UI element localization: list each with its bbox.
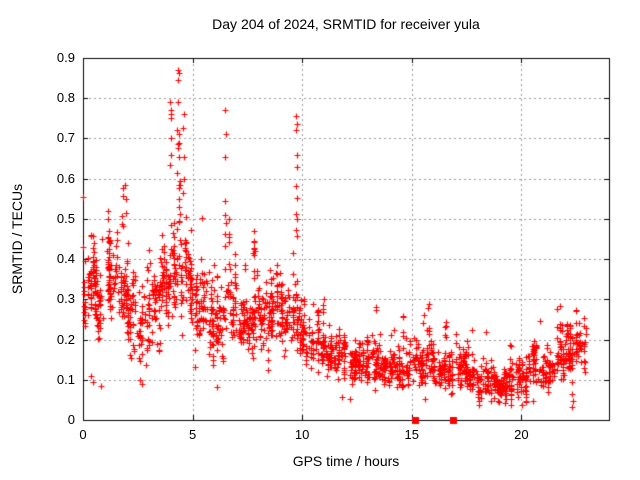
x-axis-label: GPS time / hours bbox=[292, 453, 400, 469]
y-tick-label: 0.2 bbox=[56, 331, 75, 347]
x-tick-label: 20 bbox=[514, 427, 529, 442]
y-tick-label: 0.5 bbox=[56, 210, 75, 226]
y-axis-label: SRMTID / TECUs bbox=[9, 183, 25, 295]
x-tick-label: 5 bbox=[188, 427, 197, 442]
y-tick-label: 0.3 bbox=[56, 291, 75, 307]
x-tick-label: 10 bbox=[294, 427, 310, 442]
x-tick-label: 0 bbox=[79, 427, 87, 442]
y-tick-label: 0.8 bbox=[56, 90, 75, 106]
chart-title: Day 204 of 2024, SRMTID for receiver yul… bbox=[212, 16, 480, 32]
y-tick-label: 0.1 bbox=[56, 371, 75, 387]
y-tick-label: 0 bbox=[67, 412, 75, 427]
x-tick-label: 15 bbox=[404, 427, 419, 442]
y-tick-label: 0.9 bbox=[56, 50, 75, 65]
y-tick-label: 0.7 bbox=[56, 130, 75, 146]
y-tick-label: 0.6 bbox=[56, 170, 75, 186]
y-tick-label: 0.4 bbox=[56, 251, 75, 267]
